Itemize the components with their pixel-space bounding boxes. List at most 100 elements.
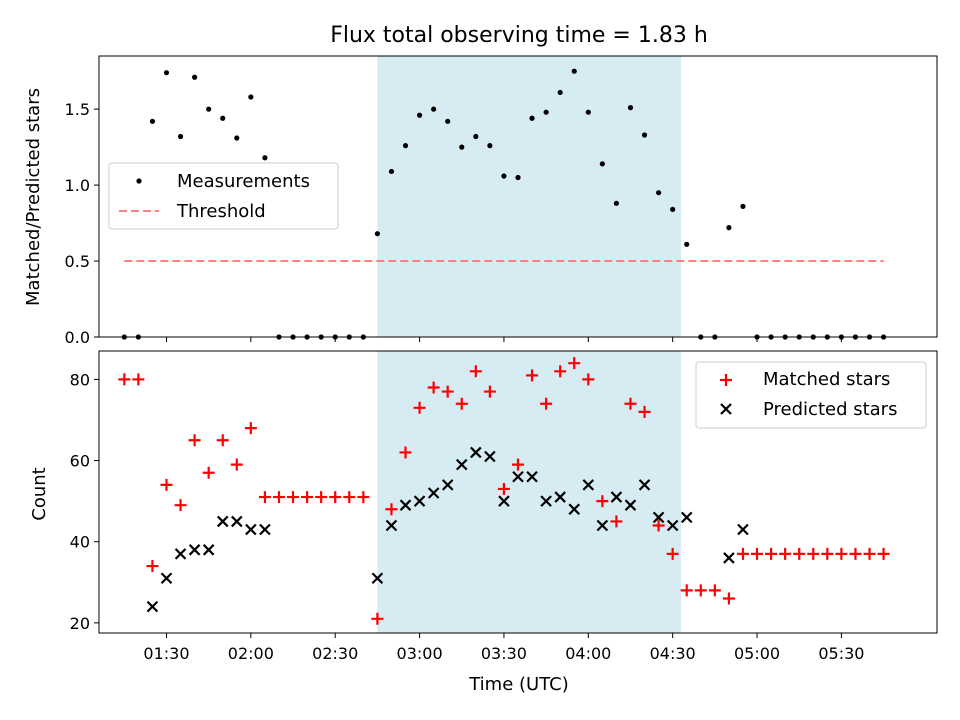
matched-star-points <box>118 357 890 625</box>
measurement-point <box>529 115 535 121</box>
y-tick-label: 80 <box>70 370 90 389</box>
predicted-star-point <box>737 523 749 536</box>
x-tick-label: 04:30 <box>650 644 696 663</box>
x-tick-label: 02:30 <box>312 644 358 663</box>
predicted-star-point <box>202 544 215 556</box>
predicted-star-point <box>245 523 257 536</box>
matched-star-point <box>301 491 314 504</box>
matched-star-point <box>174 499 187 512</box>
matched-star-point <box>413 401 426 414</box>
matched-star-point <box>469 365 482 378</box>
predicted-star-point <box>484 450 496 463</box>
matched-star-point <box>188 434 201 447</box>
matched-star-point <box>835 547 848 560</box>
measurement-point <box>177 133 184 140</box>
y-tick-label: 1.5 <box>65 100 90 119</box>
observing-window-shade <box>377 351 682 633</box>
measurement-point <box>206 106 212 112</box>
matched-star-point <box>708 584 721 597</box>
legend-plus-marker <box>720 374 732 386</box>
x-tick-label: 05:00 <box>734 644 780 663</box>
matched-star-point <box>132 373 145 386</box>
counts-axes-frame <box>98 350 938 634</box>
measurement-point <box>445 118 451 124</box>
x-axis-ticks: 01:30 02:00 02:30 03:00 03:30 04:00 04:30 05:00… <box>143 633 864 663</box>
y-tick-label: 0.5 <box>65 252 90 271</box>
legend-bottom: Matched stars Predicted stars <box>695 361 927 429</box>
matched-star-point <box>554 365 567 378</box>
matched-star-point <box>272 491 285 504</box>
predicted-star-point <box>666 519 679 532</box>
matched-star-point <box>202 466 215 479</box>
measurement-point <box>192 74 198 80</box>
y-tick-label: 20 <box>70 614 90 633</box>
predicted-star-point <box>455 458 468 471</box>
measurement-point <box>416 112 423 118</box>
y-axis-ticks-count: 20 40 60 80 <box>70 370 99 633</box>
matched-star-point <box>343 491 356 504</box>
legend-box-top <box>108 162 339 230</box>
predicted-star-point <box>146 600 159 613</box>
matched-star-point <box>512 458 524 471</box>
measurement-point <box>149 118 156 124</box>
x-tick-label: 05:30 <box>818 644 864 663</box>
measurement-point <box>501 173 507 179</box>
predicted-star-point <box>174 548 187 560</box>
predicted-star-point <box>680 511 693 524</box>
predicted-star-point <box>413 495 426 507</box>
matched-star-point <box>807 547 820 560</box>
matched-star-point <box>441 385 454 398</box>
matched-star-point <box>244 422 257 435</box>
matched-star-point <box>779 547 792 560</box>
matched-star-point <box>610 515 623 528</box>
x-tick-label: 02:00 <box>228 644 274 663</box>
measurement-point <box>740 203 746 209</box>
matched-star-point <box>230 458 243 471</box>
predicted-star-point <box>371 572 384 585</box>
x-axis-label: Time (UTC) <box>468 674 569 695</box>
legend-dot-marker <box>136 178 142 184</box>
measurement-point <box>163 70 170 76</box>
matched-star-point <box>680 584 693 597</box>
predicted-star-point <box>259 523 271 536</box>
matched-star-point <box>216 434 229 447</box>
measurement-point <box>543 109 549 115</box>
matched-star-point <box>624 397 637 410</box>
measurement-point <box>599 161 605 167</box>
matched-star-point <box>638 405 651 418</box>
measurement-point <box>627 105 634 111</box>
measurement-point <box>726 225 732 231</box>
matched-star-point <box>821 547 834 560</box>
measurement-point <box>220 115 226 121</box>
chart-title: Flux total observing time = 1.83 h <box>330 23 708 48</box>
matched-star-point <box>849 547 862 560</box>
matched-star-point <box>540 397 553 410</box>
x-axis-ticks-top <box>165 337 842 342</box>
matched-star-point <box>666 547 679 560</box>
predicted-star-point <box>554 491 566 503</box>
predicted-star-point <box>582 479 595 491</box>
matched-star-point <box>526 369 539 382</box>
predicted-star-point <box>568 503 581 516</box>
y-axis-ticks-ratio: 0.0 0.5 1.0 1.5 <box>65 100 99 347</box>
matched-star-point <box>118 373 131 386</box>
predicted-star-point <box>540 495 552 507</box>
predicted-star-point <box>385 519 398 532</box>
matched-star-point <box>287 491 300 504</box>
matched-star-point <box>765 547 778 560</box>
y-axis-label-ratio: Matched/Predicted stars <box>23 88 44 306</box>
predicted-star-point <box>441 479 454 491</box>
measurement-point <box>388 168 395 175</box>
measurement-point <box>234 135 240 141</box>
matched-star-point <box>877 547 890 560</box>
predicted-star-point <box>624 499 637 511</box>
measurement-point <box>613 200 620 206</box>
legend-label-measurements: Measurements <box>177 171 310 192</box>
ratio-panel: 0.0 0.5 1.0 1.5 Matched/Predicted stars Mea… <box>23 55 938 347</box>
predicted-star-point <box>723 552 735 564</box>
measurement-point <box>641 132 648 138</box>
legend-label-predicted: Predicted stars <box>763 399 897 420</box>
matched-star-point <box>596 495 609 508</box>
predicted-star-point <box>638 479 651 491</box>
